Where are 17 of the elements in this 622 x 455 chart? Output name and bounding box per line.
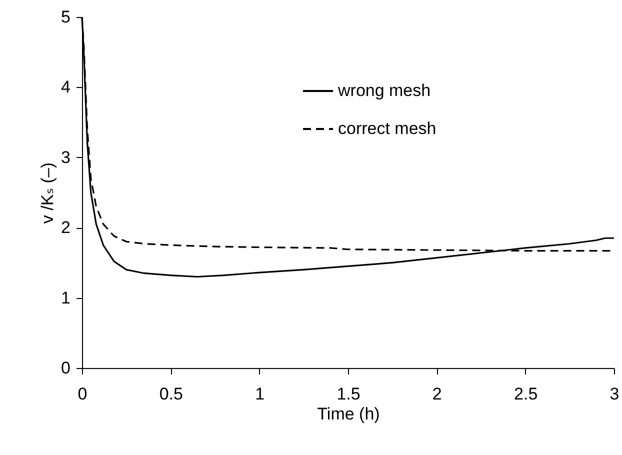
- y-tick-label: 0: [61, 358, 70, 378]
- y-axis-title: v /Kₛ (–): [38, 162, 58, 224]
- x-tick-label: 0: [78, 384, 88, 404]
- x-tick-label: 1: [255, 384, 265, 404]
- y-tick-label: 3: [61, 148, 70, 167]
- x-tick-label: 2: [432, 384, 442, 404]
- y-tick-label: 1: [61, 288, 70, 308]
- x-tick-label: 2.5: [514, 384, 538, 404]
- x-tick-label: 1.5: [336, 384, 360, 404]
- x-tick-label: 3: [610, 384, 620, 404]
- x-tick-label: 0.5: [159, 384, 183, 404]
- x-axis-title: Time (h): [317, 404, 380, 424]
- y-tick-label: 5: [61, 8, 70, 26]
- legend-label: correct mesh: [338, 119, 436, 138]
- legend-label: wrong mesh: [337, 81, 431, 100]
- y-tick-label: 2: [61, 218, 70, 238]
- y-tick-label: 4: [61, 78, 70, 97]
